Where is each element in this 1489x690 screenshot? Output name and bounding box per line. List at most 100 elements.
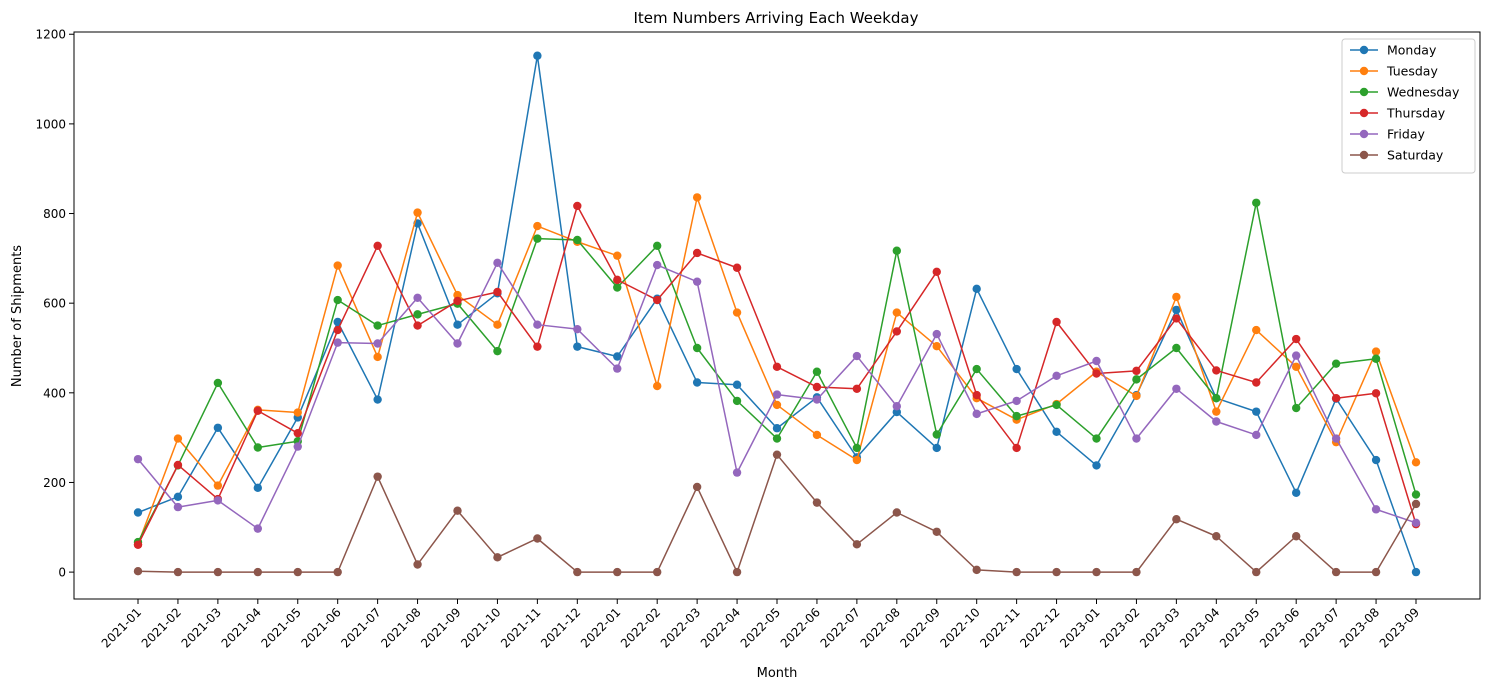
data-point — [293, 442, 302, 451]
data-point — [613, 251, 622, 260]
data-point — [1371, 347, 1381, 356]
x-tick-label: 2021-11 — [498, 605, 543, 650]
data-point — [1291, 351, 1301, 360]
x-tick-label: 2022-04 — [698, 605, 743, 650]
data-point — [293, 428, 302, 438]
x-tick-label: 2023-05 — [1217, 605, 1262, 650]
data-point — [1371, 354, 1381, 363]
data-point — [692, 378, 702, 387]
data-point — [213, 496, 223, 505]
data-point — [1012, 364, 1021, 374]
data-point — [1331, 359, 1341, 368]
data-point — [333, 261, 342, 270]
data-point — [413, 321, 422, 330]
data-point — [1371, 567, 1381, 577]
series-friday — [133, 258, 1421, 533]
data-point — [972, 364, 981, 374]
data-point — [1252, 198, 1261, 207]
x-tick-label: 2022-11 — [977, 605, 1022, 650]
legend-item: Monday — [1350, 43, 1437, 58]
data-point — [852, 443, 862, 453]
data-point — [293, 408, 302, 417]
x-tick-label: 2022-02 — [618, 605, 663, 650]
data-point — [1172, 305, 1181, 315]
data-point — [732, 468, 742, 477]
legend-item: Saturday — [1350, 148, 1444, 163]
data-point — [573, 324, 582, 334]
data-point — [493, 287, 502, 297]
data-point — [1132, 391, 1141, 401]
data-point — [213, 378, 223, 388]
y-tick-label: 200 — [43, 476, 66, 490]
data-point — [253, 524, 263, 533]
data-point — [732, 396, 742, 406]
data-point — [892, 327, 902, 336]
data-point — [173, 567, 183, 577]
x-tick-label: 2023-09 — [1377, 605, 1422, 650]
legend-frame — [1341, 38, 1476, 174]
chart-title: Item Numbers Arriving Each Weekday — [634, 9, 919, 27]
data-point — [413, 310, 422, 319]
data-point — [1052, 427, 1061, 437]
data-point — [692, 277, 702, 286]
data-point — [1371, 505, 1381, 514]
x-tick-label: 2021-10 — [458, 605, 503, 650]
data-point — [1132, 567, 1141, 577]
series-monday — [133, 51, 1421, 577]
legend-item: Tuesday — [1350, 64, 1438, 79]
series-line-thursday — [137, 205, 1417, 546]
data-point — [812, 367, 822, 376]
data-point — [173, 434, 183, 443]
x-tick-label: 2021-04 — [219, 605, 264, 650]
legend: Monday Tuesday Wednesday Thursday Friday Satu… — [1341, 38, 1476, 174]
data-point — [453, 506, 462, 515]
data-point — [772, 390, 782, 399]
data-point — [1092, 567, 1101, 577]
data-point — [1212, 366, 1221, 375]
data-point — [732, 567, 742, 577]
y-axis-label: Number of Shipments — [10, 245, 25, 387]
data-point — [613, 364, 622, 373]
legend-item: Friday — [1350, 127, 1425, 142]
data-point — [1172, 515, 1181, 524]
data-point — [533, 234, 542, 243]
data-point — [892, 407, 902, 417]
data-point — [852, 351, 862, 361]
x-tick-label: 2021-02 — [139, 605, 184, 650]
data-point — [573, 235, 582, 245]
data-point — [1331, 394, 1341, 403]
data-point — [533, 342, 542, 351]
data-point — [1291, 362, 1301, 372]
data-point — [213, 423, 223, 432]
x-tick-label: 2021-07 — [338, 605, 383, 650]
data-point — [1212, 407, 1221, 416]
data-point — [1052, 400, 1061, 410]
data-point — [1172, 292, 1181, 302]
data-point — [1411, 518, 1421, 527]
data-point — [1012, 396, 1021, 406]
data-point — [892, 308, 902, 317]
data-point — [133, 540, 143, 549]
data-point — [1411, 490, 1421, 499]
data-point — [413, 208, 422, 217]
data-point — [1371, 389, 1381, 398]
x-tick-label: 2023-04 — [1177, 605, 1222, 650]
data-point — [1132, 366, 1141, 376]
data-point — [173, 460, 183, 470]
data-point — [333, 295, 342, 305]
y-tick-label: 800 — [43, 207, 66, 221]
data-point — [772, 424, 782, 433]
data-point — [253, 483, 263, 493]
data-point — [652, 295, 662, 305]
y-tick-label: 0 — [58, 566, 66, 580]
x-tick-label: 2021-09 — [418, 605, 463, 650]
x-tick-label: 2021-08 — [378, 605, 423, 650]
data-point — [1132, 434, 1141, 443]
data-point — [852, 455, 862, 465]
series-line-monday — [137, 55, 1417, 573]
data-point — [573, 201, 582, 211]
data-point — [972, 409, 981, 419]
data-point — [772, 434, 782, 443]
x-tick-label: 2021-01 — [99, 605, 144, 650]
x-tick-label: 2022-01 — [578, 605, 623, 650]
